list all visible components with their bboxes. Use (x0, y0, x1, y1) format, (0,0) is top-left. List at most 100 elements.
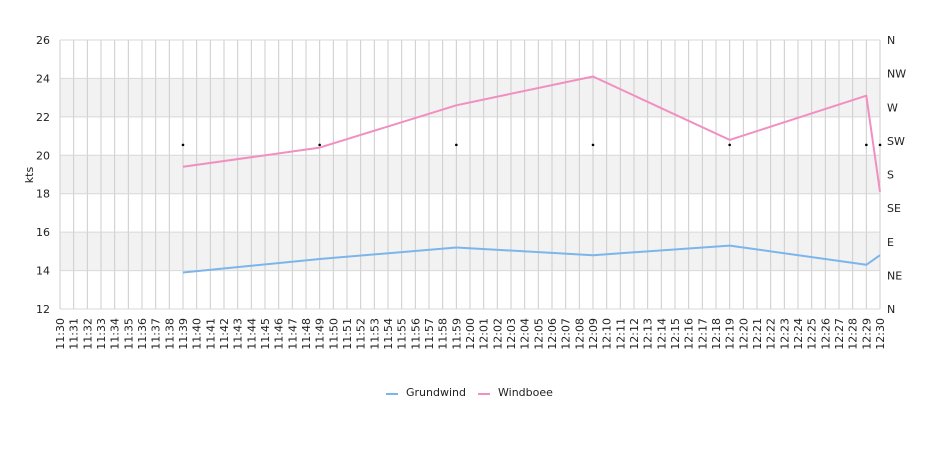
x-tick-label: 11:58 (437, 318, 450, 350)
x-tick-label: 11:33 (95, 318, 108, 350)
x-tick-label: 12:06 (546, 318, 559, 350)
x-tick-label: 11:35 (122, 318, 135, 350)
x-tick-label: 11:57 (423, 318, 436, 350)
x-tick-label: 11:38 (163, 318, 176, 350)
x-tick-label: 11:41 (204, 318, 217, 350)
x-tick-label: 12:17 (696, 318, 709, 350)
x-tick-label: 12:19 (724, 318, 737, 350)
direction-tick-label: NE (887, 269, 902, 282)
x-axis-tick-labels: 11:30 11:31 11:32 11:33 11:34 11:35 11:36 11:37… (54, 318, 887, 350)
x-tick-label: 11:43 (232, 318, 245, 350)
legend: Grundwind Windboee (386, 386, 553, 399)
x-tick-label: 12:24 (792, 318, 805, 350)
x-tick-label: 11:55 (396, 318, 409, 350)
x-tick-label: 11:42 (218, 318, 231, 350)
direction-tick-label: S (887, 169, 894, 182)
x-tick-label: 12:21 (751, 318, 764, 350)
direction-marker (318, 143, 321, 147)
direction-tick-label: E (887, 236, 894, 249)
y-axis-tick-labels: 12 14 16 18 20 22 24 26 (36, 34, 50, 316)
series-lines (182, 75, 881, 274)
x-tick-label: 12:18 (710, 318, 723, 350)
direction-marker (455, 143, 458, 147)
x-tick-label: 11:54 (382, 318, 395, 350)
direction-tick-label: SW (887, 135, 905, 148)
direction-marker (728, 143, 731, 147)
x-tick-label: 12:16 (683, 318, 696, 350)
legend-label: Grundwind (406, 386, 466, 399)
series-line-windboee (182, 75, 881, 192)
x-tick-label: 11:36 (136, 318, 149, 350)
x-tick-label: 12:05 (532, 318, 545, 350)
direction-tick-label: SE (887, 202, 901, 215)
x-tick-label: 11:49 (314, 318, 327, 350)
legend-label: Windboee (498, 386, 553, 399)
x-tick-label: 12:04 (519, 318, 532, 350)
x-tick-label: 12:13 (642, 318, 655, 350)
x-tick-label: 12:08 (573, 318, 586, 350)
x-tick-label: 12:30 (874, 318, 887, 350)
y-axis-title: kts (23, 167, 36, 184)
y-tick-label: 22 (36, 111, 50, 124)
direction-tick-label: NW (887, 68, 906, 81)
x-tick-label: 11:34 (109, 318, 122, 350)
x-tick-label: 12:01 (478, 318, 491, 350)
x-tick-label: 11:39 (177, 318, 190, 350)
x-tick-label: 12:12 (628, 318, 641, 350)
x-tick-label: 11:37 (150, 318, 163, 350)
series-line-grundwind (182, 244, 881, 274)
direction-tick-label: N (887, 303, 895, 316)
x-tick-label: 11:53 (368, 318, 381, 350)
x-tick-label: 12:29 (860, 318, 873, 350)
direction-axis-tick-labels: N NE E SE S SW W NW N (887, 34, 906, 316)
x-tick-label: 11:45 (259, 318, 272, 350)
y-tick-label: 20 (36, 149, 50, 162)
y-tick-label: 12 (36, 303, 50, 316)
y-tick-label: 24 (36, 72, 50, 85)
x-tick-label: 12:07 (560, 318, 573, 350)
direction-tick-label: W (887, 101, 898, 114)
direction-marker (878, 143, 882, 147)
x-tick-label: 12:26 (819, 318, 832, 350)
x-tick-label: 12:22 (765, 318, 778, 350)
x-tick-label: 11:52 (355, 318, 368, 350)
x-tick-label: 11:32 (81, 318, 94, 350)
x-tick-label: 11:30 (54, 318, 67, 350)
x-tick-label: 12:11 (614, 318, 627, 350)
x-tick-label: 11:46 (273, 318, 286, 350)
vertical-gridlines (59, 40, 881, 309)
x-tick-label: 12:28 (847, 318, 860, 350)
direction-marker (181, 143, 185, 147)
y-tick-label: 16 (36, 226, 50, 239)
y-tick-label: 14 (36, 265, 50, 278)
x-tick-label: 12:10 (601, 318, 614, 350)
x-tick-label: 12:02 (491, 318, 504, 350)
x-tick-label: 12:00 (464, 318, 477, 350)
x-tick-label: 12:03 (505, 318, 518, 350)
x-tick-label: 12:25 (806, 318, 819, 350)
direction-marker (865, 143, 868, 147)
y-tick-label: 26 (36, 34, 50, 47)
y-tick-label: 18 (36, 188, 50, 201)
x-tick-label: 12:20 (737, 318, 750, 350)
x-tick-label: 11:40 (191, 318, 204, 350)
x-tick-label: 11:31 (68, 318, 81, 350)
direction-markers (181, 143, 882, 147)
x-tick-label: 11:56 (409, 318, 422, 350)
x-tick-label: 12:27 (833, 318, 846, 350)
legend-item-grundwind[interactable]: Grundwind (386, 386, 466, 399)
direction-tick-label: N (887, 34, 895, 47)
direction-marker (591, 143, 595, 147)
x-tick-label: 12:15 (669, 318, 682, 350)
x-tick-label: 12:23 (778, 318, 791, 350)
x-tick-label: 11:44 (245, 318, 258, 350)
x-tick-label: 11:59 (450, 318, 463, 350)
legend-item-windboee[interactable]: Windboee (478, 386, 553, 399)
x-tick-label: 11:51 (341, 318, 354, 350)
x-tick-label: 12:09 (587, 318, 600, 350)
x-tick-label: 11:48 (300, 318, 313, 350)
x-tick-label: 11:47 (286, 318, 299, 350)
x-tick-label: 12:14 (655, 318, 668, 350)
x-tick-label: 11:50 (327, 318, 340, 350)
